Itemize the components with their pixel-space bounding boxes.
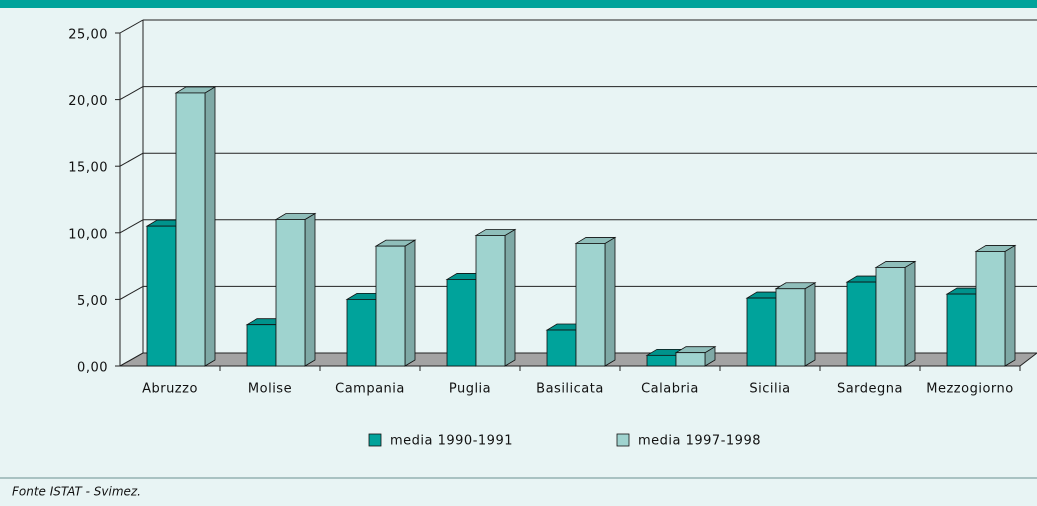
bar xyxy=(175,92,206,367)
bar xyxy=(146,225,177,367)
bar xyxy=(575,243,606,367)
bar xyxy=(946,293,977,367)
bar-side xyxy=(1004,244,1016,367)
wall-diagonal xyxy=(119,285,144,300)
x-tick-label: Sardegna xyxy=(837,382,903,397)
bar-side xyxy=(204,86,216,367)
bar xyxy=(975,251,1006,367)
y-tick-label: 5,00 xyxy=(77,294,108,309)
bar xyxy=(875,267,906,367)
bar-side xyxy=(304,212,316,367)
bar xyxy=(246,324,277,367)
wall-diagonal xyxy=(119,352,144,367)
y-tick-label: 20,00 xyxy=(68,94,108,109)
bar-side xyxy=(504,228,516,367)
y-tick-label: 15,00 xyxy=(68,161,108,176)
wall-diagonal xyxy=(119,219,144,234)
wall-diagonal xyxy=(119,152,144,167)
bar-side xyxy=(804,282,816,367)
x-tick-label: Puglia xyxy=(449,382,491,397)
bar xyxy=(375,245,406,367)
bar xyxy=(275,219,306,367)
x-tick-label: Basilicata xyxy=(536,382,604,397)
bar-side xyxy=(404,239,416,367)
bar xyxy=(746,297,777,367)
source: Fonte ISTAT - Svimez. xyxy=(12,485,141,499)
legend-swatch xyxy=(616,433,630,447)
bar xyxy=(846,281,877,367)
wall-diagonal xyxy=(119,86,144,101)
y-tick-label: 25,00 xyxy=(68,28,108,43)
bar xyxy=(446,279,477,367)
x-tick-label: Campania xyxy=(335,382,405,397)
bar-side xyxy=(904,260,916,367)
bar xyxy=(546,329,577,367)
y-tick-label: 10,00 xyxy=(68,227,108,242)
bar xyxy=(475,235,506,367)
bar-side xyxy=(604,236,616,367)
legend-swatch xyxy=(368,433,382,447)
bar xyxy=(675,352,706,367)
bar xyxy=(346,298,377,367)
legend-label: media 1990-1991 xyxy=(390,434,513,449)
x-tick-label: Mezzogiorno xyxy=(926,382,1013,397)
header-bar xyxy=(0,0,1037,8)
x-tick-label: Sicilia xyxy=(749,382,790,397)
x-tick-label: Molise xyxy=(248,382,292,397)
bar xyxy=(646,354,677,367)
bar xyxy=(775,288,806,367)
wall-diagonal xyxy=(119,19,144,34)
x-tick-label: Calabria xyxy=(641,382,699,397)
y-tick-label: 0,00 xyxy=(77,361,108,376)
x-tick-label: Abruzzo xyxy=(142,382,198,397)
legend-label: media 1997-1998 xyxy=(638,434,761,449)
